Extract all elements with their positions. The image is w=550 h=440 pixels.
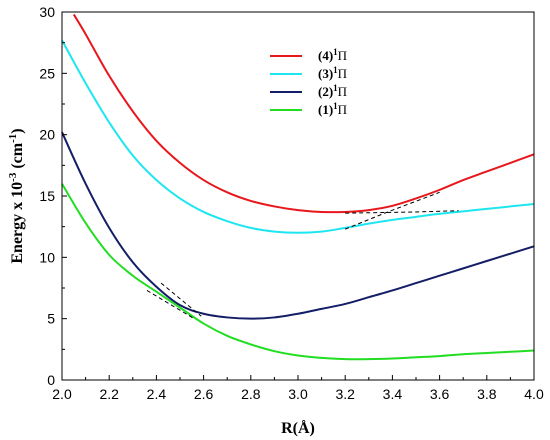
series-line-1	[72, 13, 535, 214]
series-line-3	[61, 131, 535, 320]
x-tick-label: 3.8	[477, 386, 497, 402]
x-tick-label: 2.2	[99, 386, 119, 402]
legend-label-3pi: (3)1Π	[318, 65, 347, 81]
y-axis: 0 5 10 15 20 25 30	[39, 4, 67, 388]
x-tick-label: 3.2	[335, 386, 355, 402]
x-tick-label: 3.4	[383, 386, 403, 402]
x-tick-label: 3.0	[288, 386, 308, 402]
y-tick-label: 15	[39, 188, 55, 204]
x-axis: 2.0 2.2 2.4 2.6 2.8 3.0 3.2 3.4 3.6 3.8 4.0	[52, 375, 544, 402]
x-tick-label: 2.6	[194, 386, 214, 402]
diabatic-crossing-lines	[146, 191, 459, 320]
diabatic-line-1	[146, 290, 195, 320]
x-tick-label: 2.4	[147, 386, 167, 402]
y-axis-title: Energy x 10-3 (cm-1)	[7, 128, 26, 263]
y-tick-label: 0	[47, 372, 55, 388]
y-tick-label: 10	[39, 249, 55, 265]
x-tick-label: 3.6	[430, 386, 450, 402]
legend-label-4pi: (4)1Π	[318, 47, 347, 63]
diabatic-line-2	[160, 282, 202, 317]
x-tick-label: 2.8	[241, 386, 261, 402]
series-line-4	[61, 183, 535, 361]
y-tick-label: 5	[47, 311, 55, 327]
y-tick-label: 30	[39, 4, 55, 20]
x-tick-label: 4.0	[524, 386, 544, 402]
diabatic-line-4	[345, 210, 459, 214]
x-axis-title: R(Å)	[281, 419, 315, 437]
series-layer	[61, 13, 535, 361]
x-tick-label: 2.0	[52, 386, 72, 402]
y-tick-label: 25	[39, 65, 55, 81]
legend: (4)1Π (3)1Π (2)1Π (1)1Π	[270, 47, 347, 117]
series-line-2	[61, 39, 535, 234]
legend-label-2pi: (2)1Π	[318, 83, 347, 99]
legend-label-1pi: (1)1Π	[318, 101, 347, 117]
y-tick-label: 20	[39, 127, 55, 143]
